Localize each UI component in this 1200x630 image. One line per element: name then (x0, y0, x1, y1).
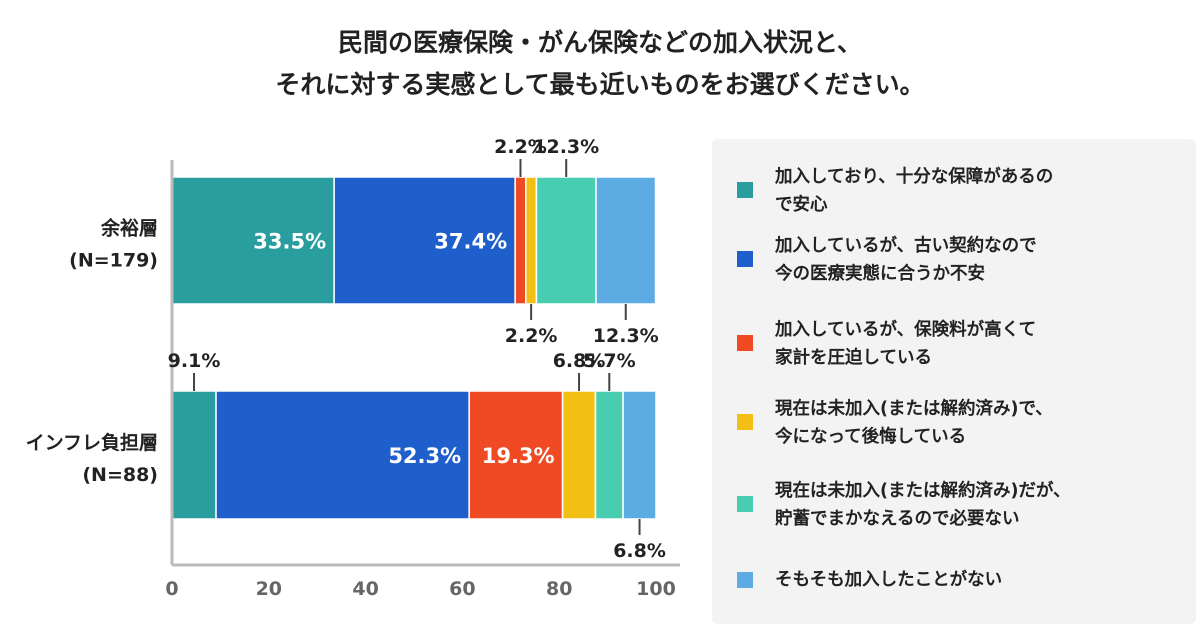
bar-segment-1-4 (594, 390, 624, 520)
chart-title-line-1: 民間の医療保険・がん保険などの加入状況と、 (337, 28, 862, 57)
chart-legend: 加入しており、十分な保障があるの で安心 加入しているが、古い契約なので 今の医療実態… (712, 139, 1196, 624)
data-label-1-2: 19.3% (482, 444, 555, 468)
legend-label-5: そもそも加入したことがない (775, 566, 1180, 594)
legend-label-0: 加入しており、十分な保障があるの で安心 (775, 163, 1180, 219)
legend-label-line-4-0: 現在は未加入(または解約済み)だが、 (775, 481, 1071, 501)
data-label-0-1: 37.4% (434, 230, 507, 254)
legend-label-line-0-0: 加入しており、十分な保障があるの (775, 167, 1054, 187)
legend-label-line-0-1: で安心 (775, 195, 828, 215)
category-label-0-1: (N=179) (69, 250, 158, 272)
chart-title-line-2: それに対する実感として最も近いものをお選びください。 (275, 70, 925, 99)
data-label-1-3: 6.8% (553, 350, 606, 372)
data-label-0-5: 12.3% (593, 325, 659, 347)
category-label-1-0: インフレ負担層 (26, 431, 158, 454)
legend-label-line-5-0: そもそも加入したことがない (775, 570, 1003, 590)
legend-swatch-2 (737, 335, 753, 351)
legend-label-line-2-0: 加入しているが、保険料が高くて (775, 320, 1037, 340)
legend-label-line-1-0: 加入しているが、古い契約なので (775, 236, 1037, 256)
data-label-0-0: 33.5% (253, 230, 326, 254)
legend-label-line-4-1: 貯蓄でまかなえるので必要ない (775, 509, 1020, 529)
x-tick-label-5: 100 (636, 578, 676, 600)
data-label-0-2: 2.2% (494, 136, 547, 158)
bar-segment-1-5 (622, 390, 657, 520)
data-label-0-4: 12.3% (533, 136, 599, 158)
legend-label-line-2-1: 家計を圧迫している (775, 348, 932, 368)
bar-segment-1-2 (468, 390, 564, 520)
x-tick-label-2: 40 (352, 578, 378, 600)
bar-segment-1-1 (215, 390, 470, 520)
legend-label-line-3-0: 現在は未加入(または解約済み)で、 (775, 399, 1053, 419)
legend-label-line-3-1: 今になって後悔している (775, 427, 967, 447)
data-label-1-4: 5.7% (583, 350, 636, 372)
bar-segment-1-3 (561, 390, 597, 520)
x-tick-label-4: 80 (546, 578, 572, 600)
data-label-1-5: 6.8% (613, 540, 666, 562)
bar-segment-0-2 (514, 176, 527, 305)
legend-label-3: 現在は未加入(または解約済み)で、 今になって後悔している (775, 395, 1180, 451)
legend-swatch-3 (737, 414, 753, 430)
legend-swatch-5 (737, 572, 753, 588)
chart-title: 民間の医療保険・がん保険などの加入状況と、 それに対する実感として最も近いものを… (0, 22, 1200, 106)
legend-label-4: 現在は未加入(または解約済み)だが、 貯蓄でまかなえるので必要ない (775, 477, 1180, 533)
stacked-bar-chart: 0 20 40 60 80 100 余裕層 (N=179) インフレ負担層 (N=88) 33.5%… (26, 136, 680, 600)
x-tick-label-1: 20 (256, 578, 282, 600)
category-label-0-0: 余裕層 (100, 217, 158, 240)
bar-segment-0-4 (535, 176, 597, 305)
data-label-1-0: 9.1% (168, 350, 221, 372)
legend-swatch-0 (737, 182, 753, 198)
bar-segment-0-5 (595, 176, 657, 305)
bar-segment-0-0 (171, 176, 335, 305)
legend-label-1: 加入しているが、古い契約なので 今の医療実態に合うか不安 (775, 232, 1180, 288)
bar-segment-0-3 (525, 176, 538, 305)
data-label-1-1: 52.3% (388, 444, 461, 468)
legend-swatch-1 (737, 251, 753, 267)
legend-label-2: 加入しているが、保険料が高くて 家計を圧迫している (775, 316, 1180, 372)
bar-segment-1-0 (171, 390, 217, 520)
legend-swatch-4 (737, 496, 753, 512)
legend-label-line-1-1: 今の医療実態に合うか不安 (775, 264, 985, 284)
x-tick-label-3: 60 (449, 578, 475, 600)
x-tick-label-0: 0 (165, 578, 178, 600)
data-label-0-3: 2.2% (505, 325, 558, 347)
category-label-1-1: (N=88) (82, 464, 158, 486)
